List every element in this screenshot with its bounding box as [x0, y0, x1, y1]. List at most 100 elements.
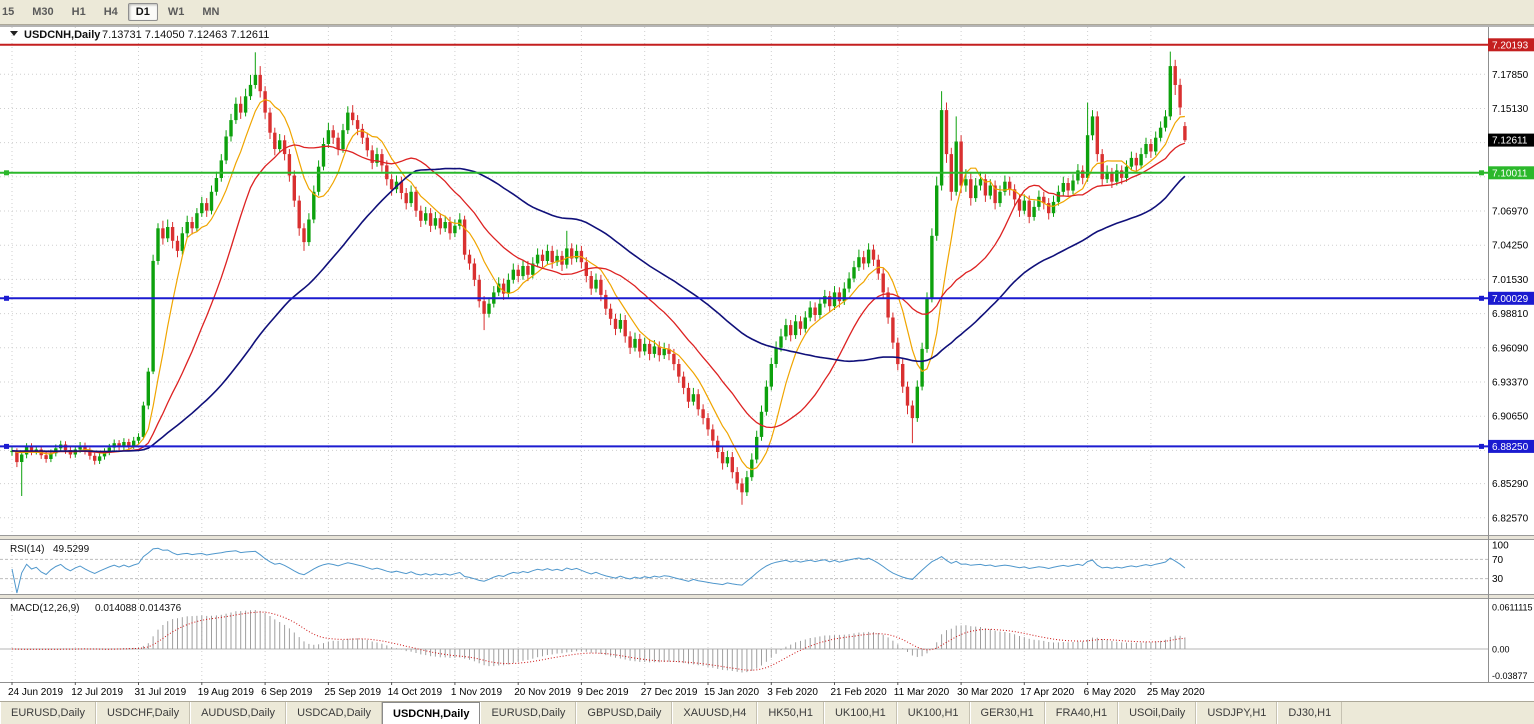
price-axis[interactable]: 7.17850 7.15130 7.06970 7.04250 7.01530 6.988…	[1488, 27, 1534, 682]
chart-tab-EURUSD-Daily[interactable]: EURUSD,Daily	[0, 702, 96, 724]
chart-tab-AUDUSD-Daily[interactable]: AUDUSD,Daily	[190, 702, 287, 724]
candle-body	[1085, 135, 1090, 178]
chart-tab-FRA40-H1[interactable]: FRA40,H1	[1044, 702, 1119, 724]
candle-body	[803, 317, 807, 329]
candle-body	[180, 233, 184, 251]
candle-body	[857, 257, 861, 268]
level-handle[interactable]	[4, 295, 9, 301]
candle-body	[1051, 201, 1056, 214]
candle-body	[842, 288, 846, 302]
chart-tab-XAUUSD-H4[interactable]: XAUUSD,H4	[672, 702, 758, 724]
time-axis[interactable]: 24 Jun 2019 12 Jul 2019 31 Jul 2019 19 Aug …	[0, 682, 1534, 701]
chart-tab-USOil-Daily[interactable]: USOil,Daily	[1118, 702, 1197, 724]
candle-body	[107, 447, 111, 452]
candle-body	[526, 266, 530, 275]
chart-tab-UK100-H1[interactable]: UK100,H1	[823, 702, 897, 724]
candle-body	[920, 348, 924, 387]
candle-body	[818, 303, 822, 315]
level-handle[interactable]	[4, 170, 9, 176]
candle-body	[745, 477, 749, 493]
level-handle[interactable]	[1479, 170, 1484, 176]
chart-tab-USDJPY-H1[interactable]: USDJPY,H1	[1196, 702, 1278, 724]
timeframe-button-D1[interactable]: D1	[127, 3, 158, 21]
candle-body	[443, 222, 447, 229]
chart-menu-arrow-icon[interactable]	[10, 31, 18, 36]
horizontal-level-lines[interactable]	[0, 43, 1488, 449]
pane-separators[interactable]	[0, 535, 1534, 599]
candle-body	[813, 307, 817, 315]
level-handle[interactable]	[1479, 443, 1484, 449]
chart-tab-GBPUSD-Daily[interactable]: GBPUSD,Daily	[576, 702, 673, 724]
candle-body	[248, 84, 253, 97]
candle-body	[511, 269, 515, 280]
chart-tab-USDCNH-Daily[interactable]: USDCNH,Daily	[382, 702, 481, 724]
candle-body	[1144, 144, 1148, 155]
candle-body	[691, 394, 696, 402]
candle-body	[759, 411, 764, 437]
chart-tab-USDCHF-Daily[interactable]: USDCHF,Daily	[95, 702, 191, 724]
candle-body	[638, 338, 642, 352]
candle-body	[662, 348, 666, 356]
candle-body	[487, 303, 491, 314]
candle-body	[326, 130, 331, 144]
candle-body	[886, 292, 890, 318]
chart-canvas[interactable]: 24 Jun 2019 12 Jul 2019 31 Jul 2019 19 Aug …	[0, 25, 1534, 701]
price-tick-label: 6.90650	[1492, 412, 1529, 423]
chart-tab-EURUSD-Daily[interactable]: EURUSD,Daily	[480, 702, 577, 724]
candle-body	[88, 450, 92, 456]
candle-body	[594, 279, 598, 289]
candle-body	[896, 342, 900, 365]
time-axis-area[interactable]	[0, 682, 1534, 701]
candle-body	[44, 455, 48, 459]
candle-body	[136, 436, 141, 441]
candle-body	[462, 219, 467, 255]
date-label: 1 Nov 2019	[451, 687, 503, 698]
candle-body	[988, 185, 992, 196]
timeframe-button-H1[interactable]: H1	[71, 6, 86, 18]
chart-tab-USDCAD-Daily[interactable]: USDCAD,Daily	[286, 702, 383, 724]
chart-tab-UK100-H1[interactable]: UK100,H1	[896, 702, 970, 724]
candle-body	[939, 110, 944, 186]
pane-separator[interactable]	[0, 535, 1534, 540]
candle-body	[599, 279, 603, 295]
date-label: 17 Apr 2020	[1020, 687, 1074, 698]
candle-body	[190, 222, 194, 229]
date-label: 24 Jun 2019	[8, 687, 63, 698]
candle-body	[389, 179, 394, 190]
candle-body	[570, 248, 574, 259]
candle-body	[355, 120, 360, 129]
candle-body	[501, 283, 506, 294]
candle-body	[974, 185, 978, 199]
candle-body	[755, 436, 759, 460]
chart-title: USDCNH,Daily	[24, 29, 101, 41]
candle-body	[1032, 206, 1036, 217]
price-tick-label: 7.04250	[1492, 241, 1529, 252]
candle-body	[1066, 183, 1070, 191]
candle-body	[399, 181, 404, 193]
candle-body	[360, 128, 365, 138]
timeframe-button-W1[interactable]: W1	[167, 6, 185, 18]
candle-body	[346, 112, 350, 131]
candle-body	[672, 354, 676, 365]
candle-body	[428, 213, 433, 226]
candle-body	[1076, 170, 1080, 181]
timeframe-button-15[interactable]: 15	[2, 6, 15, 18]
date-label: 6 Sep 2019	[261, 687, 313, 698]
level-handle[interactable]	[4, 443, 9, 449]
chart-tab-HK50-H1[interactable]: HK50,H1	[757, 702, 824, 724]
date-label: 11 Mar 2020	[894, 687, 950, 698]
candle-body	[701, 409, 705, 419]
timeframe-button-H4[interactable]: H4	[103, 6, 118, 18]
chart-tab-DJ30-H1[interactable]: DJ30,H1	[1277, 702, 1343, 724]
chart-tab-GER30-H1[interactable]: GER30,H1	[969, 702, 1045, 724]
timeframe-button-MN[interactable]: MN	[202, 6, 220, 18]
candle-body	[287, 154, 292, 176]
rsi-scale-label: 30	[1492, 574, 1504, 585]
price-tick-label: 6.85290	[1492, 479, 1529, 490]
pane-separator[interactable]	[0, 594, 1534, 599]
candle-body	[711, 429, 715, 441]
timeframe-button-M30[interactable]: M30	[32, 6, 54, 18]
candle-body	[793, 321, 798, 336]
level-handle[interactable]	[1479, 295, 1484, 301]
